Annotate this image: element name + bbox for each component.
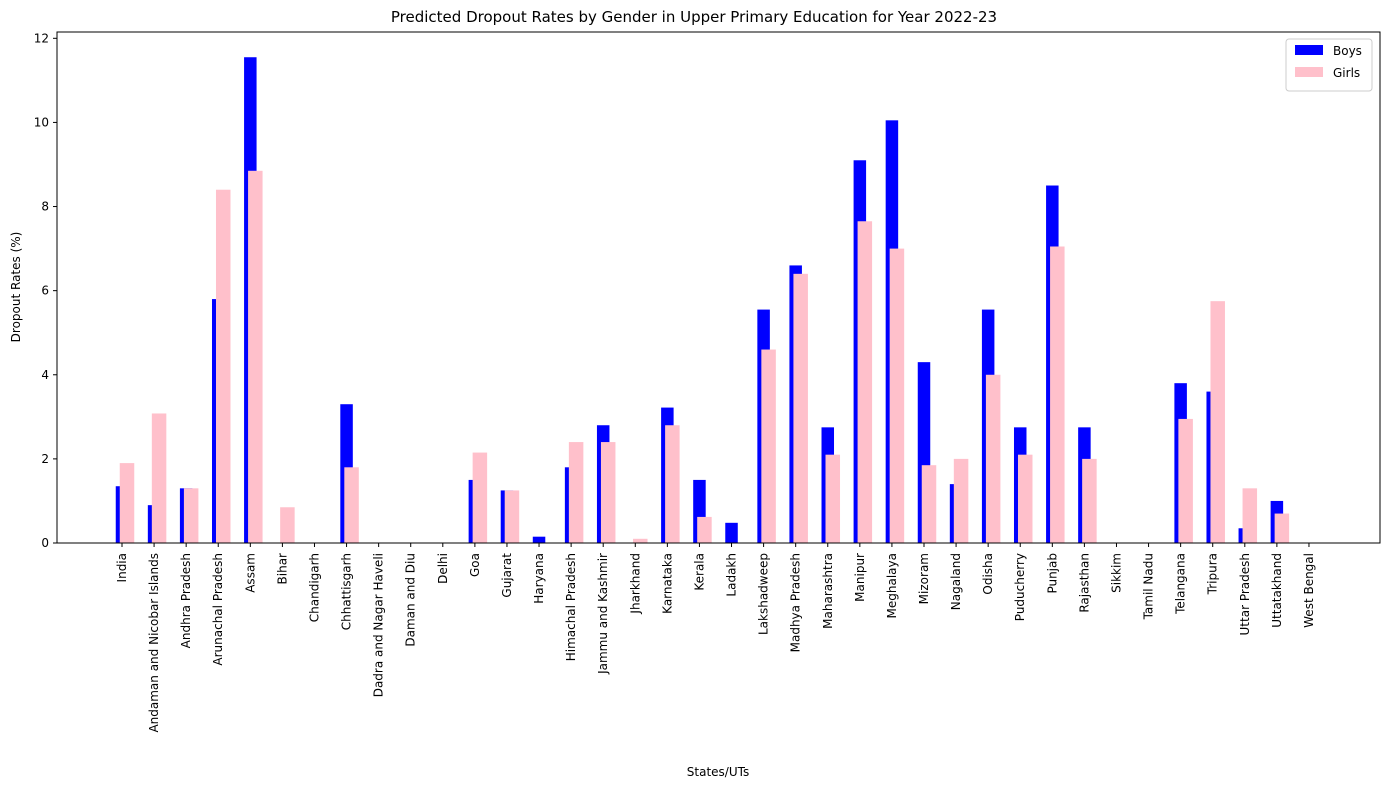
y-tick-label: 10	[34, 115, 49, 129]
y-tick-label: 8	[41, 200, 49, 214]
y-tick-label: 2	[41, 452, 49, 466]
x-tick-label: Karnataka	[660, 553, 674, 614]
bar-girls	[215, 189, 231, 543]
bar-girls	[761, 349, 776, 543]
x-tick-label: Uttatakhand	[1270, 553, 1284, 628]
x-tick-label: Chhattisgarh	[340, 553, 354, 630]
plot-frame	[56, 31, 1381, 544]
x-tick-label: Jammu and Kashmir	[596, 553, 610, 675]
x-tick-label: West Bengal	[1302, 553, 1316, 628]
x-tick-label: Telangana	[1174, 553, 1188, 615]
x-tick-label: Manipur	[853, 553, 867, 602]
bar-girls	[1178, 418, 1193, 543]
x-tick-label: Rajasthan	[1077, 553, 1091, 613]
x-tick-label: Madhya Pradesh	[789, 553, 803, 652]
bar-girls	[344, 467, 359, 543]
x-tick-label: Uttar Pradesh	[1238, 553, 1252, 635]
bar-girls	[119, 463, 135, 543]
x-tick-label: Mizoram	[917, 553, 931, 604]
bar-girls	[697, 516, 712, 543]
legend-swatch-boys	[1295, 45, 1323, 55]
bar-girls	[1082, 458, 1097, 543]
bar-girls	[1017, 454, 1033, 543]
bar-boys	[532, 536, 546, 543]
bar-girls	[568, 442, 584, 543]
y-tick-label: 0	[41, 536, 49, 550]
bar-girls	[1210, 301, 1225, 543]
bar-girls	[248, 170, 263, 543]
bar-girls	[985, 374, 1001, 543]
bar-girls	[889, 248, 905, 543]
x-tick-label: Odisha	[981, 553, 995, 595]
bar-girls	[1050, 246, 1065, 543]
legend: Boys Girls	[1285, 38, 1373, 92]
x-tick-label: Assam	[243, 553, 257, 593]
x-tick-label: Goa	[468, 553, 482, 577]
x-tick-label: India	[115, 553, 129, 582]
x-tick-label: Lakshadweep	[757, 553, 771, 635]
x-axis: India Andaman and Nicobar Islands Andhra P…	[115, 543, 1316, 733]
x-tick-label: Chandigarh	[307, 553, 321, 622]
x-tick-label: Haryana	[532, 553, 546, 604]
bar-girls	[472, 452, 488, 543]
y-axis-label: Dropout Rates (%)	[9, 232, 23, 343]
x-tick-label: Arunachal Pradesh	[211, 553, 225, 666]
x-tick-label: Tripura	[1206, 553, 1220, 595]
x-tick-label: Bihar	[275, 553, 289, 585]
x-tick-label: Punjab	[1045, 553, 1059, 594]
bar-girls	[600, 442, 616, 543]
y-axis: 0 2 4 6 8 10 12	[34, 31, 57, 550]
bar-boys	[725, 522, 738, 543]
y-tick-label: 4	[41, 368, 49, 382]
bar-girls	[280, 507, 295, 543]
x-tick-label: Delhi	[436, 553, 450, 584]
x-tick-label: Gujarat	[500, 553, 514, 598]
x-tick-label: Himachal Pradesh	[564, 553, 578, 661]
x-tick-label: Meghalaya	[885, 553, 899, 618]
bars-group	[115, 57, 1290, 544]
legend-label-boys: Boys	[1333, 44, 1362, 58]
chart-title: Predicted Dropout Rates by Gender in Upp…	[391, 8, 997, 26]
bar-girls	[504, 490, 520, 543]
legend-swatch-girls	[1295, 67, 1323, 77]
x-tick-label: Dadra and Nagar Haveli	[372, 553, 386, 697]
x-tick-label: Daman and Diu	[404, 553, 418, 647]
bar-girls	[921, 465, 937, 543]
bar-girls	[1274, 513, 1290, 543]
legend-label-girls: Girls	[1333, 66, 1360, 80]
x-tick-label: Puducherry	[1013, 553, 1027, 621]
x-tick-label: Andaman and Nicobar Islands	[147, 553, 161, 733]
x-tick-label: Sikkim	[1109, 553, 1123, 593]
y-tick-label: 6	[41, 284, 49, 298]
x-tick-label: Maharashtra	[821, 553, 835, 629]
bar-girls	[633, 538, 648, 543]
bar-girls	[1242, 488, 1258, 543]
x-tick-label: Nagaland	[949, 553, 963, 610]
bar-girls	[953, 458, 969, 543]
bar-girls	[183, 488, 199, 543]
bar-girls	[825, 454, 841, 543]
x-tick-label: Ladakh	[725, 553, 739, 597]
x-tick-label: Kerala	[692, 553, 706, 591]
x-axis-label: States/UTs	[687, 765, 749, 779]
x-tick-label: Andhra Pradesh	[179, 553, 193, 648]
bar-girls	[151, 413, 167, 543]
bar-girls	[665, 425, 680, 543]
x-tick-label: Tamil Nadu	[1142, 553, 1156, 620]
bar-girls	[793, 273, 808, 543]
x-tick-label: Jharkhand	[628, 553, 642, 615]
y-tick-label: 12	[34, 31, 49, 45]
bar-girls	[857, 221, 873, 543]
